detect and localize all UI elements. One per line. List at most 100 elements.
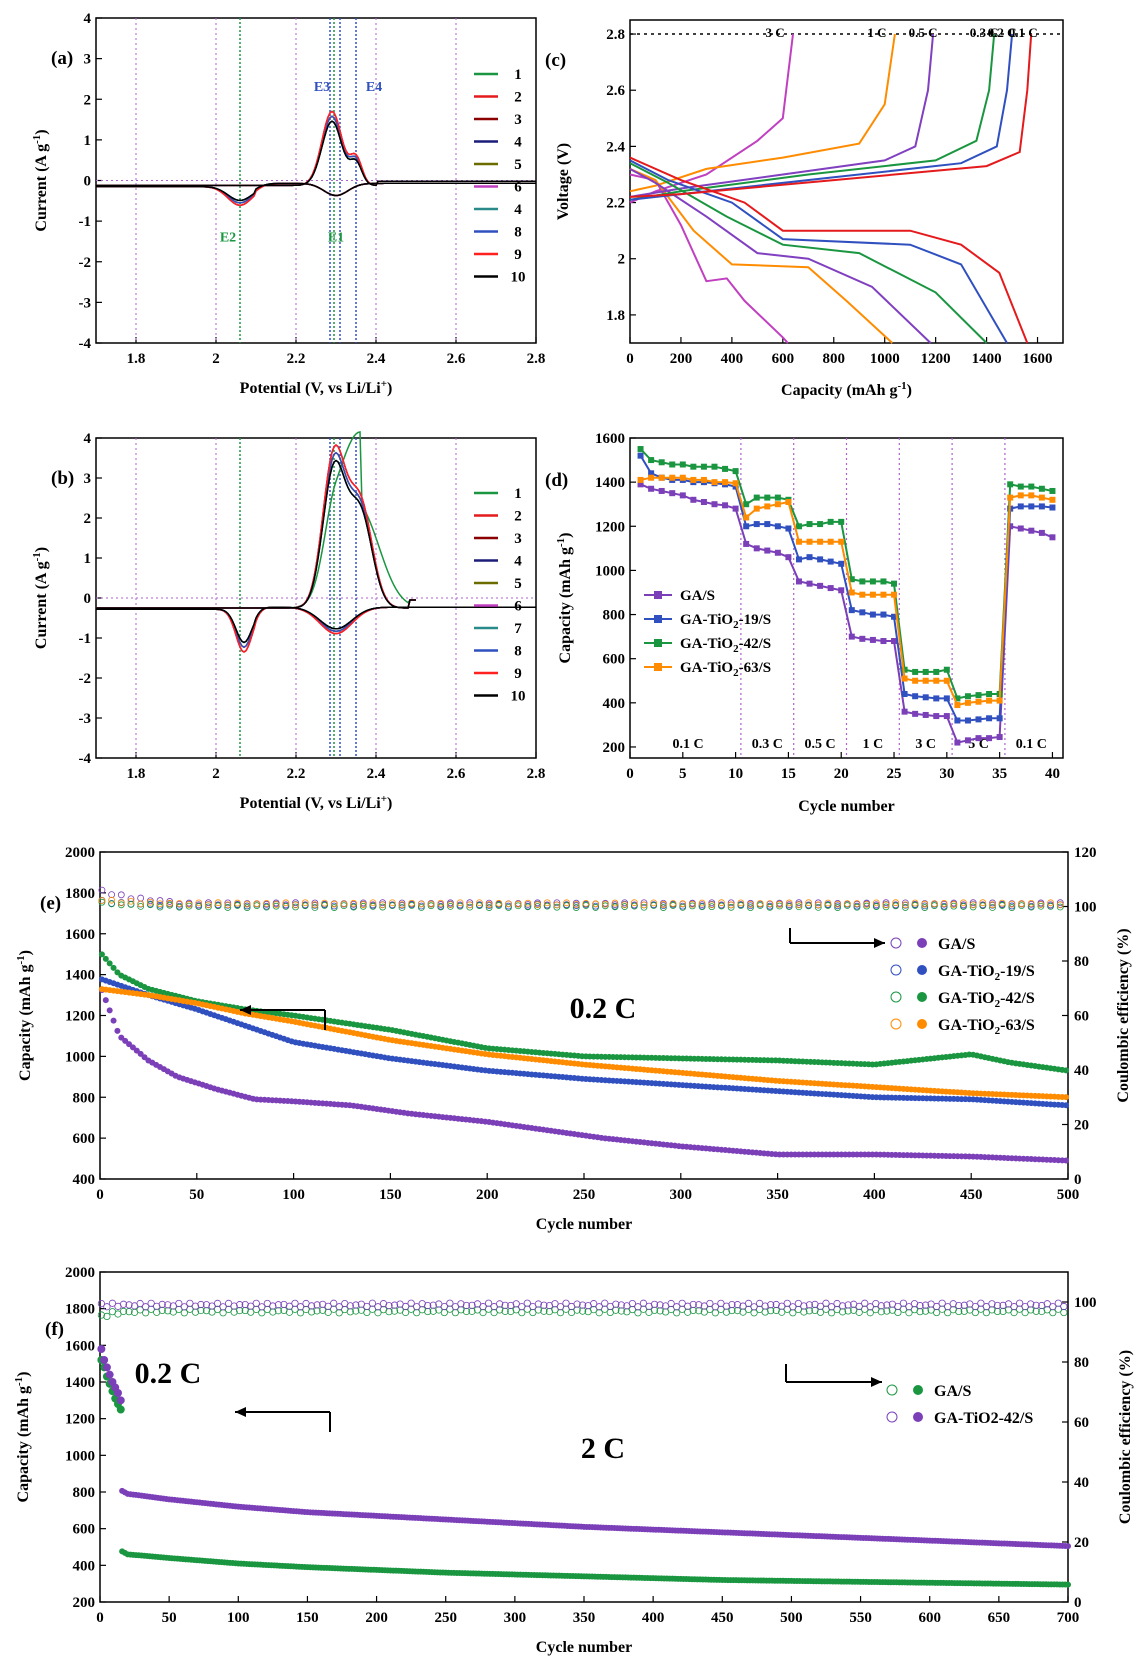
data-point xyxy=(785,525,792,532)
ce-point xyxy=(993,1301,1002,1310)
capacity-point xyxy=(110,1017,117,1024)
legend-label: 10 xyxy=(511,270,526,286)
legend-label: 7 xyxy=(514,621,522,637)
capacity-point xyxy=(110,964,117,971)
ce-point xyxy=(617,1301,625,1309)
rate-label: 0.2 C xyxy=(988,25,1017,40)
ce-point xyxy=(899,1299,908,1307)
peak-label-e1: E1 xyxy=(328,230,344,245)
rate-label: 1 C xyxy=(867,25,886,40)
panel-a-axes: 1.8 2 2.2 2.4 2.6 2.8 -4 -3 -2 -1 0 1 2 3 4 1 2 3 4 5 6 4 8 9 10… xyxy=(31,11,545,397)
discharge-curve xyxy=(629,162,988,344)
y-tick-label: 2000 xyxy=(65,1265,95,1281)
ce-point xyxy=(484,1299,493,1307)
ce-point xyxy=(127,897,135,905)
data-point xyxy=(912,668,919,675)
cv-cathodic-cycle-3 xyxy=(96,606,536,653)
legend-capacity-marker xyxy=(917,1019,927,1029)
ce-point xyxy=(656,1301,664,1309)
ce-point xyxy=(551,1300,559,1308)
ce-point xyxy=(272,902,280,910)
y-tick-label: 2.6 xyxy=(606,83,625,99)
data-point xyxy=(722,502,729,509)
ce-point xyxy=(398,904,406,911)
ce-point xyxy=(853,900,861,907)
data-point xyxy=(891,580,898,587)
x-tick-label: 25 xyxy=(887,766,902,782)
data-point xyxy=(774,523,781,530)
ce-point xyxy=(595,1303,603,1311)
ce-point xyxy=(921,900,929,908)
legend-ce-marker xyxy=(886,1411,898,1423)
ce-point xyxy=(998,902,1006,909)
ce-point xyxy=(756,902,764,909)
ce-point xyxy=(795,901,803,909)
rate-label: 3 C xyxy=(765,25,784,40)
ce-point xyxy=(427,900,435,908)
ce-point xyxy=(1037,902,1045,910)
data-point xyxy=(764,494,771,501)
ce-point xyxy=(282,903,290,910)
data-point xyxy=(827,518,834,525)
ce-point xyxy=(911,899,919,907)
data-point xyxy=(848,607,855,614)
ce-point xyxy=(998,899,1006,907)
data-point xyxy=(869,611,876,618)
ce-point xyxy=(689,1300,697,1309)
ce-point xyxy=(236,1301,244,1309)
ce-point xyxy=(429,1301,437,1309)
ce-point xyxy=(950,901,958,908)
x-tick-label: 650 xyxy=(988,1610,1011,1626)
data-point xyxy=(753,545,760,552)
ce-point xyxy=(495,902,503,909)
ce-point xyxy=(814,903,822,911)
ce-point xyxy=(108,1299,117,1307)
rate-label: 0.3 C xyxy=(752,737,783,752)
data-point xyxy=(764,547,771,554)
legend-label: GA/S xyxy=(938,936,975,953)
ce-point xyxy=(385,1302,393,1310)
x-tick-label: 350 xyxy=(766,1187,789,1203)
capacity-point-initial xyxy=(105,1370,114,1379)
data-point xyxy=(848,589,855,596)
y-tick-label: -1 xyxy=(79,214,92,230)
ce-point xyxy=(861,1299,869,1307)
y-tick-label: 800 xyxy=(603,608,626,624)
cv-cathodic-cycle-1 xyxy=(96,606,536,644)
cv-anodic-cycle-3 xyxy=(96,110,536,187)
ce-point xyxy=(296,1303,305,1311)
ce-point xyxy=(556,1303,565,1311)
data-point xyxy=(848,576,855,583)
panel-label: (d) xyxy=(545,470,568,491)
ce-point xyxy=(601,902,609,910)
ce-point xyxy=(119,1300,128,1308)
ce-point xyxy=(324,1302,332,1310)
ce-point xyxy=(359,901,367,908)
y-tick-label: 4 xyxy=(84,431,92,447)
y-tick-label: 1600 xyxy=(65,927,95,943)
capacity-point-initial xyxy=(113,1389,122,1397)
legend-marker xyxy=(654,639,662,647)
data-point xyxy=(669,474,676,481)
data-point xyxy=(975,692,982,699)
data-point xyxy=(743,523,750,530)
ce-point xyxy=(722,1302,731,1310)
ce-point xyxy=(175,903,183,911)
data-point xyxy=(954,702,961,709)
panel-label: (f) xyxy=(45,1319,64,1340)
ce-point xyxy=(185,902,193,910)
ce-point xyxy=(205,901,212,909)
ce-point xyxy=(872,899,880,907)
ce-point xyxy=(883,1301,891,1309)
ce-point xyxy=(894,1302,902,1311)
ce-point xyxy=(901,901,909,909)
ce-point xyxy=(514,902,522,910)
data-point xyxy=(774,494,781,501)
data-point xyxy=(975,716,982,723)
cv-anodic-cycle-7 xyxy=(96,120,536,187)
data-point xyxy=(700,499,707,505)
ce-point xyxy=(440,1302,448,1311)
ce-point xyxy=(408,899,416,907)
ce-point xyxy=(175,900,183,907)
